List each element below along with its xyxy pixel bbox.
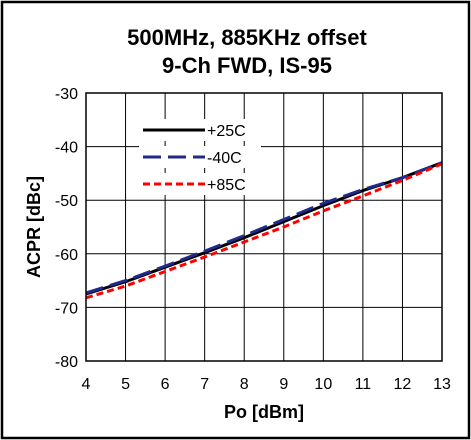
y-tick-label: -30 [55,86,78,103]
x-axis-label: Po [dBm] [224,402,304,422]
x-tick-label: 4 [82,376,91,393]
plot-area-border [85,92,443,362]
x-tick-labels: 4 5 6 7 8 9 10 11 12 13 [82,376,451,393]
y-tick-labels: -30 -40 -50 -60 -70 -80 [55,86,78,371]
legend-label-1: -40C [207,150,242,167]
y-tick-label: -70 [55,300,78,317]
y-tick-label: -40 [55,140,78,157]
series-line-1 [85,161,443,295]
x-tick-label: 11 [355,376,372,393]
x-tick-label: 6 [161,376,170,393]
plot-lines [85,161,443,300]
y-axis-label: ACPR [dBc] [24,176,44,278]
legend-label-2: +85C [207,177,246,194]
legend: +25C -40C +85C [139,119,261,195]
x-tick-label: 8 [240,376,249,393]
legend-label-0: +25C [207,123,246,140]
y-tick-label: -60 [55,247,78,264]
x-tick-label: 7 [200,376,209,393]
chart-subtitle: 9-Ch FWD, IS-95 [162,53,332,78]
x-tick-label: 13 [433,376,451,393]
x-tick-label: 12 [394,376,412,393]
x-tick-label: 5 [121,376,130,393]
y-tick-label: -50 [55,193,78,210]
x-tick-label: 9 [279,376,288,393]
chart-title: 500MHz, 885KHz offset [127,25,367,50]
y-tick-label: -80 [55,354,78,371]
series-line-2 [85,162,443,300]
x-tick-label: 10 [314,376,332,393]
